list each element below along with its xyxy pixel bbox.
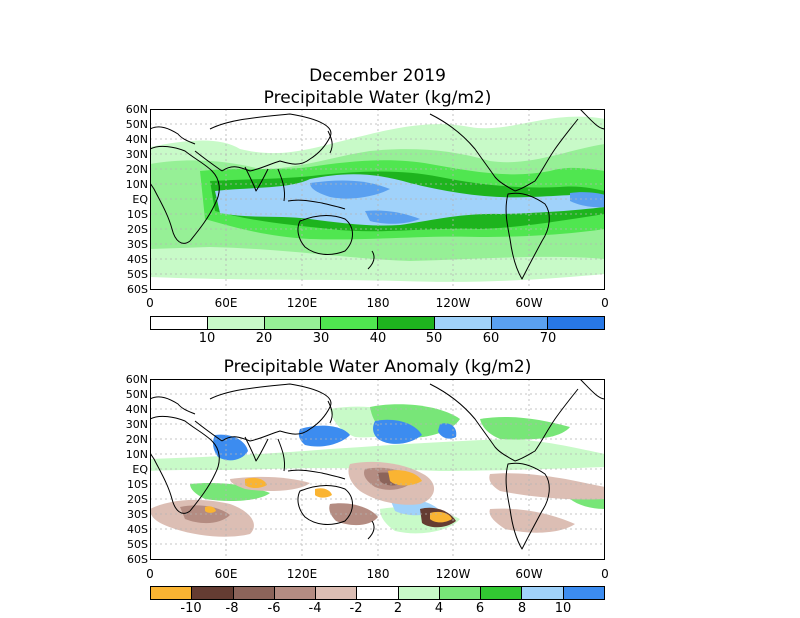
colorbar-label: 4 (434, 601, 444, 616)
lat-label: EQ (132, 193, 148, 206)
colorbar-label: -6 (267, 601, 281, 616)
colorbar-swatch (491, 317, 549, 329)
lon-label: 0 (601, 567, 609, 581)
lon-label: 60W (515, 296, 543, 310)
map2-title: Precipitable Water Anomaly (kg/m2) (223, 357, 532, 377)
colorbar-label: 10 (198, 331, 216, 346)
colorbar-label: -4 (308, 601, 322, 616)
lat-label: 20S (127, 223, 148, 236)
month-title: December 2019 (309, 66, 446, 86)
lat-label: 50N (125, 118, 148, 131)
lat-label: 60S (127, 553, 148, 566)
lat-label: 50S (127, 268, 148, 281)
lon-label: 60E (214, 567, 238, 581)
lon-label: 60W (515, 567, 543, 581)
colorbar-swatch (264, 317, 322, 329)
colorbar-swatch (481, 587, 523, 599)
lon-label: 0 (146, 567, 154, 581)
colorbar-swatch (378, 317, 435, 329)
precipitable-water-colorbar (150, 316, 605, 330)
colorbar-label: -10 (180, 601, 202, 616)
colorbar-swatch (522, 587, 564, 599)
colorbar-swatch (207, 317, 265, 329)
lat-label: 20N (125, 433, 148, 446)
lat-label: 10S (127, 478, 148, 491)
lat-label: EQ (132, 463, 148, 476)
colorbar-swatch (398, 587, 440, 599)
colorbar-swatch (274, 587, 317, 599)
lat-label: 20S (127, 493, 148, 506)
lat-label: 60S (127, 283, 148, 296)
lat-label: 10N (125, 448, 148, 461)
lat-label: 30S (127, 238, 148, 251)
lon-label: 0 (146, 296, 154, 310)
colorbar-label: 8 (517, 601, 527, 616)
colorbar-label: 70 (539, 331, 557, 346)
colorbar-swatch (316, 587, 358, 599)
lat-label: 10S (127, 208, 148, 221)
colorbar-label: 40 (369, 331, 387, 346)
colorbar-label: 60 (482, 331, 500, 346)
lat-label: 30N (125, 418, 148, 431)
colorbar-label: 30 (312, 331, 330, 346)
lat-label: 40S (127, 523, 148, 536)
colorbar-label: 20 (255, 331, 273, 346)
colorbar-swatch (192, 587, 234, 599)
lon-label: 60E (214, 296, 238, 310)
colorbar-swatch (321, 317, 378, 329)
lat-label: 20N (125, 163, 148, 176)
colorbar-label: 2 (393, 601, 403, 616)
lon-label: 120E (286, 296, 318, 310)
lat-label: 40N (125, 403, 148, 416)
colorbar-swatch (439, 587, 482, 599)
lon-label: 180 (366, 567, 390, 581)
colorbar-swatch (151, 587, 193, 599)
lat-label: 40N (125, 133, 148, 146)
colorbar-swatch (548, 317, 604, 329)
lat-label: 50S (127, 538, 148, 551)
colorbar-swatch (434, 317, 492, 329)
colorbar-swatch (357, 587, 399, 599)
map1-title: Precipitable Water (kg/m2) (263, 88, 492, 108)
lon-label: 180 (366, 296, 390, 310)
lon-label: 120W (435, 567, 471, 581)
colorbar-label: -8 (225, 601, 239, 616)
lat-label: 10N (125, 178, 148, 191)
colorbar-label: 50 (425, 331, 443, 346)
lon-label: 0 (601, 296, 609, 310)
precipitable-water-map (150, 109, 605, 290)
colorbar-swatch (233, 587, 275, 599)
lon-label: 120W (435, 296, 471, 310)
lon-label: 120E (286, 567, 318, 581)
lat-label: 50N (125, 388, 148, 401)
colorbar-swatch (563, 587, 604, 599)
colorbar-label: 6 (475, 601, 485, 616)
colorbar-label: 10 (554, 601, 572, 616)
lat-label: 30S (127, 508, 148, 521)
precipitable-water-anomaly-map (150, 379, 605, 560)
lat-label: 60N (125, 373, 148, 386)
anomaly-colorbar (150, 586, 605, 600)
lat-label: 40S (127, 253, 148, 266)
lat-label: 30N (125, 148, 148, 161)
colorbar-swatch (151, 317, 208, 329)
lat-label: 60N (125, 103, 148, 116)
colorbar-label: -2 (349, 601, 363, 616)
